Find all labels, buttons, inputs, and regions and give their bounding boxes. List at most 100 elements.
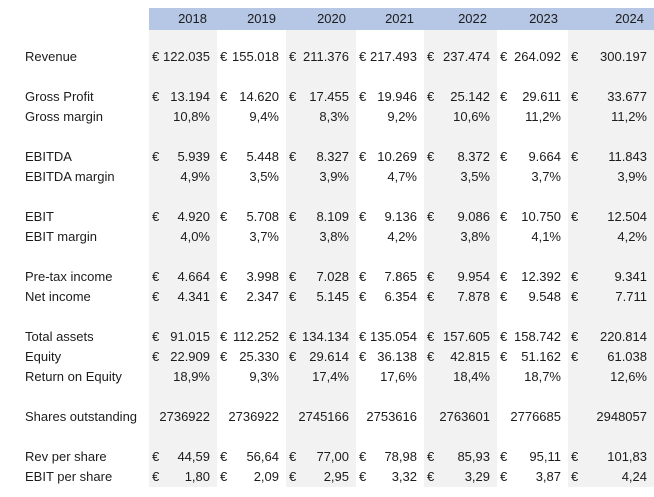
value-cell: €12.504	[568, 207, 654, 227]
cell-value: 5.448	[246, 149, 279, 164]
euro-symbol: €	[152, 289, 160, 304]
cell-value: 6.354	[384, 289, 417, 304]
cell-value: 12.504	[607, 209, 647, 224]
value-cell: 17,6%	[380, 369, 417, 384]
value-cell: €51.162	[497, 347, 568, 367]
value-cell: €10.269	[356, 147, 424, 167]
table-row-ebitda: EBITDA €5.939 €5.448 €8.327 €10.269 €8.372 €9.…	[0, 147, 654, 167]
value-cell: €237.474	[424, 47, 497, 67]
year-header-2023: 2023	[529, 11, 558, 26]
spacer-cell	[149, 67, 217, 87]
cell-value: 1,80	[184, 469, 210, 484]
spacer-cell	[568, 127, 654, 147]
spacer-row	[0, 427, 654, 447]
spacer-cell	[497, 67, 568, 87]
table-row-net-income: Net income €4.341 €2.347 €5.145 €6.354 €7.878…	[0, 287, 654, 307]
value-cell: €9.341	[568, 267, 654, 287]
spacer-label-cell	[0, 127, 149, 147]
value-cell: 17,4%	[286, 367, 356, 387]
euro-symbol: €	[500, 49, 508, 64]
spacer-cell	[497, 387, 568, 407]
value-cell: €14.620	[217, 87, 286, 107]
value-cell: €91.015	[149, 327, 217, 347]
value-cell: €264.092	[497, 47, 568, 67]
value-cell: 4,0%	[149, 227, 217, 247]
spacer-cell	[424, 307, 497, 327]
value-cell: €25.330	[217, 347, 286, 367]
value-cell: €77,00	[286, 447, 356, 467]
cell-value: 134.134	[302, 329, 349, 344]
table-row-equity: Equity €22.909 €25.330 €29.614 €36.138 €42.81…	[0, 347, 654, 367]
euro-symbol: €	[359, 49, 367, 64]
cell-value: 300.197	[600, 49, 647, 64]
cell-value: 3,87	[535, 469, 561, 484]
year-header-2018: 2018	[178, 11, 207, 26]
spacer-cell	[286, 30, 356, 47]
value-cell: €7.865	[356, 267, 424, 287]
cell-value: 3,29	[464, 469, 490, 484]
cell-value: 217.493	[370, 49, 417, 64]
cell-value: 61.038	[607, 349, 647, 364]
year-header-2019: 2019	[247, 11, 276, 26]
euro-symbol: €	[289, 349, 297, 364]
value-cell: €44,59	[149, 447, 217, 467]
value-cell: 4,2%	[387, 229, 417, 244]
euro-symbol: €	[152, 469, 160, 484]
value-cell: €8.327	[286, 147, 356, 167]
euro-symbol: €	[359, 329, 367, 344]
table-row-gross-profit: Gross Profit €13.194 €14.620 €17.455 €19.946…	[0, 87, 654, 107]
spacer-cell	[149, 127, 217, 147]
table-row-revenue: Revenue €122.035 €155.018 €211.376 €217.493 €…	[0, 47, 654, 67]
cell-value: 135.054	[370, 329, 417, 344]
spacer-cell	[568, 247, 654, 267]
value-cell: €122.035	[149, 47, 217, 67]
cell-value: 29.614	[309, 349, 349, 364]
euro-symbol: €	[571, 49, 579, 64]
value-cell: €9.136	[356, 207, 424, 227]
cell-value: 8.372	[457, 149, 490, 164]
value-cell: 11,2%	[568, 107, 654, 127]
euro-symbol: €	[220, 329, 228, 344]
cell-value: 17.455	[309, 89, 349, 104]
cell-value: 5.939	[177, 149, 210, 164]
spacer-cell	[568, 387, 654, 407]
cell-value: 158.742	[514, 329, 561, 344]
row-label: Total assets	[25, 329, 94, 344]
value-cell: €13.194	[149, 87, 217, 107]
cell-value: 22.909	[170, 349, 210, 364]
spacer-cell	[497, 127, 568, 147]
row-label: EBIT	[25, 209, 54, 224]
row-label: EBIT per share	[25, 469, 113, 484]
spacer-cell	[356, 307, 424, 327]
value-cell: €42.815	[424, 347, 497, 367]
euro-symbol: €	[500, 269, 508, 284]
cell-value: 10.750	[521, 209, 561, 224]
euro-symbol: €	[427, 329, 435, 344]
cell-value: 9.954	[457, 269, 490, 284]
table-row-rev-per-share: Rev per share €44,59 €56,64 €77,00 €78,98 €85…	[0, 447, 654, 467]
euro-symbol: €	[152, 49, 160, 64]
value-cell: €1,80	[149, 467, 217, 487]
cell-value: 8.327	[316, 149, 349, 164]
cell-value: 7.878	[457, 289, 490, 304]
value-cell: €29.611	[497, 87, 568, 107]
value-cell: 18,9%	[149, 367, 217, 387]
row-label: Rev per share	[25, 449, 107, 464]
euro-symbol: €	[220, 89, 228, 104]
cell-value: 29.611	[522, 89, 561, 104]
spacer-cell	[286, 307, 356, 327]
euro-symbol: €	[427, 289, 435, 304]
value-cell: 4,9%	[149, 167, 217, 187]
row-label: Net income	[25, 289, 91, 304]
row-label: Equity	[25, 349, 62, 364]
table-row-gross-margin: Gross margin 10,8% 9,4% 8,3% 9,2% 10,6% 11,2% 1…	[0, 107, 654, 127]
value-cell: 9,3%	[249, 369, 279, 384]
cell-value: 9.341	[614, 269, 647, 284]
year-header-2021: 2021	[385, 11, 414, 26]
value-cell: 3,7%	[531, 169, 561, 184]
euro-symbol: €	[427, 349, 435, 364]
spacer-row	[0, 127, 654, 147]
cell-value: 42.815	[450, 349, 490, 364]
value-cell: €5.708	[217, 207, 286, 227]
